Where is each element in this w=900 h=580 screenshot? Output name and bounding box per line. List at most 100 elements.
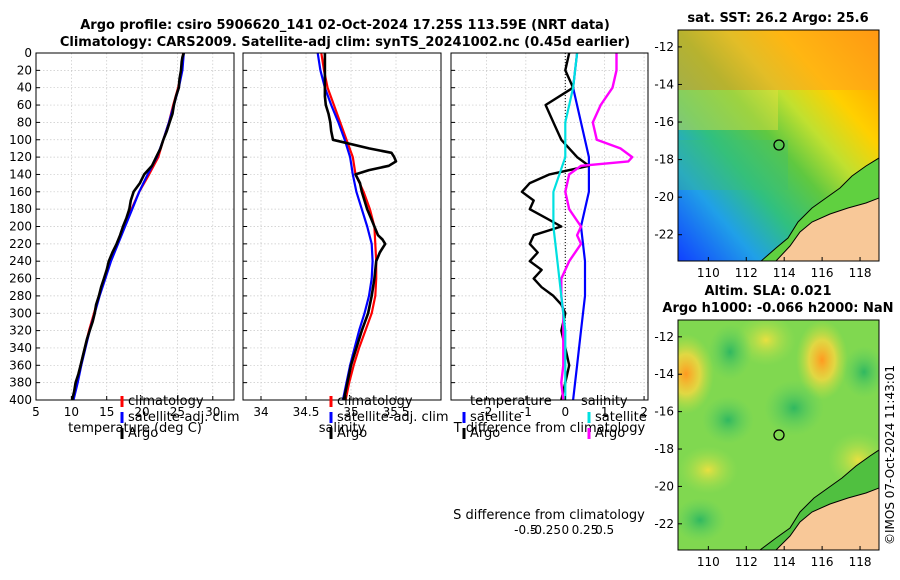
legend-t-argo: Argo	[470, 426, 500, 441]
legend-t-satellite: satellite	[470, 410, 522, 425]
y-tick-label: 120	[9, 150, 32, 164]
map-y-tick-label: -20	[654, 190, 674, 204]
y-tick-label: 240	[9, 254, 32, 268]
legend-satellite-clim-2: satellite-adj. clim	[337, 410, 449, 425]
x-tick-label: 35.5	[383, 405, 410, 419]
map-y-tick-label: -14	[654, 367, 674, 381]
y-tick-label: 100	[9, 133, 32, 147]
map-x-tick-label: 118	[849, 555, 872, 569]
y-tick-label: 380	[9, 376, 32, 390]
s-diff-tick-label: 0	[561, 523, 569, 537]
s-diff-tick-label: -0.25	[530, 523, 561, 537]
series-salinity-satellite	[552, 52, 579, 400]
x-tick-label: 34.5	[293, 405, 320, 419]
x-tick-label: 15	[99, 405, 114, 419]
y-tick-label: 40	[17, 81, 32, 95]
series-argo	[70, 52, 186, 401]
x-tick-label: 5	[32, 405, 40, 419]
map-x-tick-label: 118	[849, 266, 872, 280]
altim-argo-marker	[773, 429, 785, 441]
series-satellite-adj-clim	[72, 52, 185, 401]
legend-salinity: salinity	[581, 394, 628, 409]
y-tick-label: 340	[9, 341, 32, 355]
sst-map-panel: sat. SST: 26.2 Argo: 25.6	[654, 11, 880, 280]
x-tick-label: 0	[561, 405, 569, 419]
s-difference-label: S difference from climatology	[453, 508, 645, 523]
map-x-tick-label: 112	[735, 266, 758, 280]
y-tick-label: 180	[9, 202, 32, 216]
map-x-tick-label: 116	[811, 266, 834, 280]
x-tick-label: -1	[520, 405, 532, 419]
x-tick-label: 30	[205, 405, 220, 419]
legend-climatology-2: climatology	[337, 394, 413, 409]
s-diff-tick-label: 0.25	[572, 523, 599, 537]
y-tick-label: 60	[17, 98, 32, 112]
y-tick-label: 160	[9, 185, 32, 199]
map-y-tick-label: -12	[654, 40, 674, 54]
legend-argo: Argo	[128, 426, 158, 441]
map-y-tick-label: -12	[654, 330, 674, 344]
sst-frame	[677, 29, 880, 262]
y-tick-label: 0	[24, 46, 32, 60]
map-x-tick-label: 112	[735, 555, 758, 569]
map-y-tick-label: -22	[654, 228, 674, 242]
legend-temperature: temperature	[470, 394, 552, 409]
y-tick-label: 140	[9, 167, 32, 181]
y-tick-label: 280	[9, 289, 32, 303]
s-diff-tick-label: -0.5	[514, 523, 537, 537]
y-tick-label: 80	[17, 115, 32, 129]
x-tick-label: 35	[343, 405, 358, 419]
altim-frame	[677, 319, 880, 551]
map-x-tick-label: 116	[811, 555, 834, 569]
legend-argo-2: Argo	[337, 426, 367, 441]
y-tick-label: 400	[9, 393, 32, 407]
y-tick-label: 360	[9, 358, 32, 372]
y-tick-label: 220	[9, 237, 32, 251]
s-diff-tick-label: 0.5	[595, 523, 614, 537]
x-tick-label: 10	[64, 405, 79, 419]
legend-climatology: climatology	[128, 394, 204, 409]
x-axis-label: temperature (deg C)	[68, 421, 202, 436]
legend-satellite-clim: satellite-adj. clim	[128, 410, 240, 425]
sst-title: sat. SST: 26.2 Argo: 25.6	[687, 11, 868, 26]
map-y-tick-label: -22	[654, 517, 674, 531]
map-x-tick-label: 110	[697, 266, 720, 280]
x-tick-label: -2	[480, 405, 492, 419]
series-salinity-argo	[560, 53, 634, 401]
map-y-tick-label: -20	[654, 479, 674, 493]
y-tick-label: 300	[9, 306, 32, 320]
salinity-legend: climatology satellite-adj. clim Argo	[329, 394, 449, 441]
x-tick-label: 20	[134, 405, 149, 419]
y-tick-label: 200	[9, 220, 32, 234]
map-y-tick-label: -16	[654, 115, 674, 129]
legend-s-satellite: satellite	[595, 410, 647, 425]
map-x-tick-label: 114	[773, 266, 796, 280]
altim-land	[775, 487, 879, 550]
map-y-tick-label: -18	[654, 153, 674, 167]
map-y-tick-label: -16	[654, 405, 674, 419]
x-tick-label: 34	[253, 405, 268, 419]
y-tick-label: 320	[9, 324, 32, 338]
temperature-panel: 5 10 15 20 25 3002040608010012014016018020022…	[9, 46, 240, 441]
altimetry-map-panel: Altim. SLA: 0.021 Argo h1000: -0.066 h20…	[654, 284, 893, 569]
x-tick-label: 25	[170, 405, 185, 419]
x-axis-label: T difference from climatology	[453, 421, 646, 436]
y-tick-label: 260	[9, 272, 32, 286]
x-tick-label: 1	[601, 405, 609, 419]
altim-title-2: Argo h1000: -0.066 h2000: NaN	[662, 301, 893, 316]
title-line1: Argo profile: csiro 5906620_141 02-Oct-2…	[80, 18, 610, 33]
map-y-tick-label: -18	[654, 442, 674, 456]
map-x-tick-label: 110	[697, 555, 720, 569]
y-tick-label: 20	[17, 63, 32, 77]
series-argo	[323, 53, 398, 401]
imos-stamp: ©IMOS 07-Oct-2024 11:43:01	[883, 365, 897, 545]
difference-panel: -2 -1 0 1 2 T difference from climatology tem…	[450, 52, 649, 537]
map-x-tick-label: 114	[773, 555, 796, 569]
legend-s-argo: Argo	[595, 426, 625, 441]
altim-title-1: Altim. SLA: 0.021	[705, 284, 832, 299]
difference-legend: temperature satellite Argo salinity sate…	[462, 394, 647, 441]
map-y-tick-label: -14	[654, 77, 674, 91]
x-tick-label: 2	[640, 405, 648, 419]
sst-land	[775, 197, 879, 261]
